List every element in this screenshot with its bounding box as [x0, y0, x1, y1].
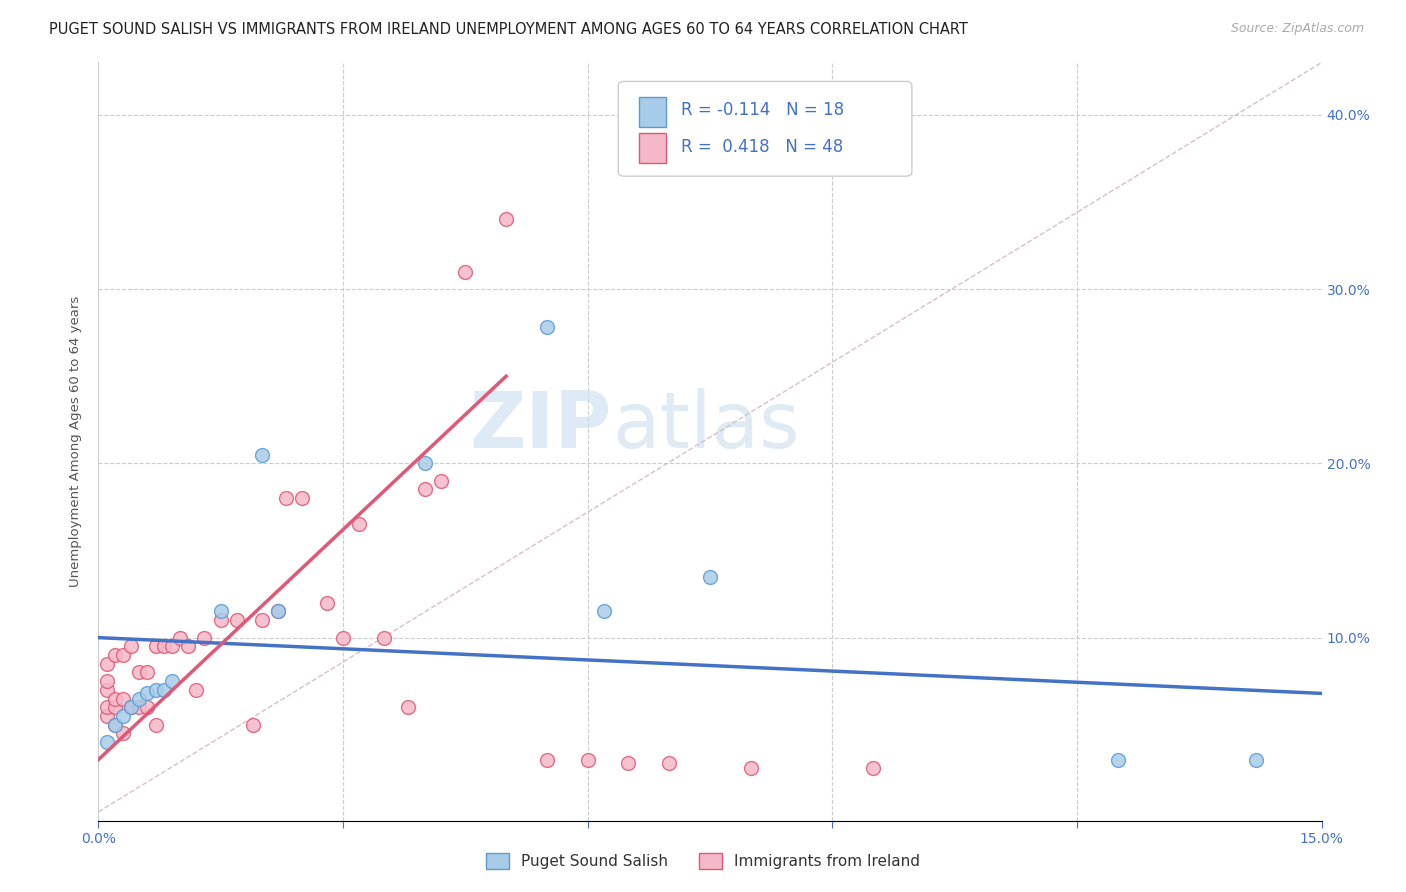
Text: R =  0.418   N = 48: R = 0.418 N = 48: [681, 137, 844, 155]
Point: [120, 700, 142, 714]
Legend: Puget Sound Salish, Immigrants from Ireland: Puget Sound Salish, Immigrants from Irel…: [479, 847, 927, 875]
Point: [186, 682, 208, 697]
Point: [242, 718, 264, 732]
Point: [136, 700, 159, 714]
Y-axis label: Unemployment Among Ages 60 to 64 years: Unemployment Among Ages 60 to 64 years: [69, 296, 83, 587]
Point: [617, 756, 640, 771]
Point: [104, 718, 127, 732]
Point: [593, 605, 616, 619]
Point: [96, 657, 118, 671]
Point: [1246, 753, 1268, 767]
Point: [454, 264, 477, 278]
Text: R = -0.114   N = 18: R = -0.114 N = 18: [681, 101, 844, 120]
Point: [128, 691, 150, 706]
Point: [699, 569, 721, 583]
Point: [111, 726, 134, 740]
Point: [111, 709, 134, 723]
Point: [373, 631, 395, 645]
Point: [120, 700, 142, 714]
Point: [160, 640, 183, 654]
Point: [96, 674, 118, 689]
Point: [96, 682, 118, 697]
Text: PUGET SOUND SALISH VS IMMIGRANTS FROM IRELAND UNEMPLOYMENT AMONG AGES 60 TO 64 Y: PUGET SOUND SALISH VS IMMIGRANTS FROM IR…: [49, 22, 969, 37]
Point: [169, 631, 191, 645]
Point: [536, 753, 558, 767]
Point: [152, 682, 174, 697]
Point: [495, 212, 517, 227]
Point: [145, 640, 167, 654]
Point: [104, 718, 127, 732]
Point: [332, 631, 354, 645]
Point: [267, 605, 290, 619]
Point: [120, 640, 142, 654]
Point: [349, 517, 371, 532]
Point: [111, 691, 134, 706]
Point: [104, 691, 127, 706]
Point: [128, 700, 150, 714]
Point: [152, 640, 174, 654]
Point: [111, 648, 134, 662]
Point: [274, 491, 297, 506]
Point: [315, 596, 337, 610]
Point: [104, 648, 127, 662]
Text: ZIP: ZIP: [470, 388, 612, 465]
Point: [104, 700, 127, 714]
Text: Source: ZipAtlas.com: Source: ZipAtlas.com: [1230, 22, 1364, 36]
Point: [576, 753, 599, 767]
Point: [136, 665, 159, 680]
Point: [96, 735, 118, 749]
Point: [862, 761, 884, 775]
Point: [145, 682, 167, 697]
Point: [160, 674, 183, 689]
Point: [1107, 753, 1129, 767]
Point: [96, 700, 118, 714]
Point: [430, 474, 453, 488]
FancyBboxPatch shape: [619, 81, 912, 177]
Point: [209, 613, 232, 627]
Point: [267, 605, 290, 619]
FancyBboxPatch shape: [640, 133, 666, 163]
Point: [193, 631, 215, 645]
Point: [145, 718, 167, 732]
Point: [413, 483, 436, 497]
Point: [209, 605, 232, 619]
Point: [226, 613, 249, 627]
Point: [291, 491, 314, 506]
FancyBboxPatch shape: [640, 96, 666, 127]
Point: [250, 613, 273, 627]
Point: [96, 709, 118, 723]
Point: [658, 756, 681, 771]
Point: [536, 320, 558, 334]
Point: [740, 761, 762, 775]
Point: [177, 640, 200, 654]
Point: [128, 665, 150, 680]
Point: [396, 700, 419, 714]
Point: [413, 456, 436, 470]
Point: [136, 686, 159, 700]
Point: [250, 448, 273, 462]
Text: atlas: atlas: [612, 388, 800, 465]
